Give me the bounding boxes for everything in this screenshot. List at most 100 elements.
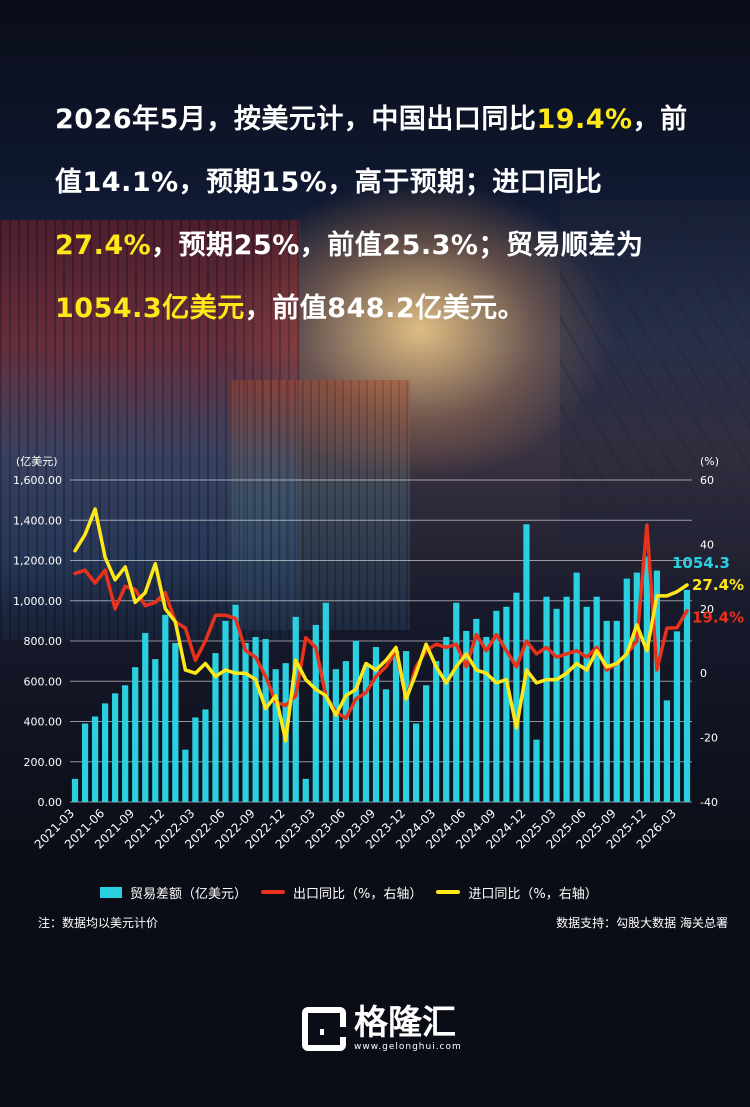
balance-bar bbox=[553, 608, 560, 802]
gelonghui-logo: 格隆汇 www.gelonghui.com bbox=[302, 1005, 462, 1053]
data-source: 数据支持：勾股大数据 海关总署 bbox=[556, 916, 728, 930]
balance-bar bbox=[252, 636, 259, 802]
legend-label-export: 出口同比（%，右轴） bbox=[293, 886, 423, 902]
headline: 2026年5月，按美元计，中国出口同比19.4%，前值14.1%，预期15%，高… bbox=[55, 88, 715, 340]
balance-bar bbox=[272, 669, 279, 802]
left-tick-label: 200.00 bbox=[24, 756, 63, 769]
balance-bar bbox=[433, 661, 440, 802]
shipping-containers-image bbox=[0, 220, 300, 640]
chart-legend: 贸易差额（亿美元） 出口同比（%，右轴） 进口同比（%，右轴） bbox=[100, 882, 612, 902]
balance-bar bbox=[162, 614, 169, 802]
shipping-containers-image-2 bbox=[230, 380, 410, 630]
import-yoy-highlight: 27.4% bbox=[55, 230, 152, 261]
balance-bar bbox=[493, 610, 500, 802]
left-tick-label: 1,000.00 bbox=[13, 595, 62, 608]
balance-bar bbox=[352, 641, 360, 802]
balance-bar bbox=[122, 685, 129, 802]
balance-bar bbox=[573, 572, 580, 802]
port-crane-image bbox=[560, 200, 750, 540]
export-yoy-highlight: 19.4% bbox=[536, 104, 633, 135]
balance-bar bbox=[132, 667, 139, 802]
right-tick-label: 60 bbox=[700, 474, 714, 487]
balance-bar bbox=[342, 661, 349, 802]
left-tick-label: 600.00 bbox=[24, 675, 63, 688]
legend-label-import: 进口同比（%，右轴） bbox=[468, 886, 598, 902]
left-tick-label: 0.00 bbox=[38, 796, 63, 809]
balance-bar bbox=[463, 630, 470, 802]
balance-bar bbox=[312, 624, 319, 802]
balance-bar bbox=[392, 651, 400, 802]
logo-g-icon bbox=[302, 1007, 346, 1051]
legend-item-balance: 贸易差额（亿美元） bbox=[100, 883, 247, 902]
balance-bar bbox=[453, 602, 460, 802]
balance-bar bbox=[523, 524, 530, 802]
right-tick-label: 20 bbox=[700, 603, 714, 616]
balance-bar bbox=[643, 556, 650, 802]
balance-bar bbox=[513, 592, 520, 802]
balance-bar bbox=[202, 709, 209, 802]
balance-bar bbox=[222, 620, 229, 802]
balance-bar bbox=[242, 643, 249, 802]
right-axis-unit: (%) bbox=[700, 455, 719, 468]
balance-bar bbox=[262, 638, 269, 802]
left-tick-label: 1,600.00 bbox=[13, 474, 62, 487]
trade-balance-highlight: 1054.3亿美元 bbox=[55, 293, 245, 324]
balance-bar bbox=[91, 716, 99, 802]
left-tick-label: 800.00 bbox=[24, 635, 63, 648]
legend-label-balance: 贸易差额（亿美元） bbox=[130, 886, 248, 902]
balance-bar bbox=[292, 616, 299, 802]
balance-bar bbox=[603, 620, 610, 802]
legend-swatch-balance bbox=[100, 886, 122, 898]
legend-swatch-export bbox=[261, 890, 286, 894]
balance-bar bbox=[623, 578, 630, 802]
legend-item-import: 进口同比（%，右轴） bbox=[436, 883, 598, 902]
balance-bar bbox=[633, 572, 640, 802]
balance-bar bbox=[503, 606, 510, 802]
right-tick-label: -20 bbox=[700, 732, 718, 745]
balance-bar bbox=[593, 596, 600, 802]
balance-bar bbox=[322, 602, 329, 802]
left-tick-label: 1,400.00 bbox=[13, 514, 62, 527]
headline-text-1: 2026年5月，按美元计，中国出口同比 bbox=[55, 104, 537, 135]
balance-bar bbox=[473, 618, 480, 802]
balance-bar bbox=[362, 665, 370, 802]
balance-bar bbox=[372, 647, 380, 802]
balance-bar bbox=[613, 620, 620, 802]
import-end-label: 27.4% bbox=[692, 576, 744, 594]
balance-bar bbox=[152, 659, 159, 802]
balance-bar bbox=[112, 693, 119, 802]
balance-bar bbox=[413, 723, 420, 802]
right-tick-label: 0 bbox=[700, 667, 707, 680]
legend-item-export: 出口同比（%，右轴） bbox=[261, 883, 422, 902]
import-yoy-line bbox=[73, 507, 689, 743]
left-axis-unit: (亿美元) bbox=[16, 455, 58, 468]
logo-url: www.gelonghui.com bbox=[354, 1042, 462, 1052]
left-tick-label: 400.00 bbox=[24, 716, 63, 729]
headline-text-4: ，前值848.2亿美元。 bbox=[244, 293, 526, 324]
right-tick-label: 40 bbox=[700, 538, 714, 551]
balance-bar bbox=[71, 778, 79, 802]
balance-bar bbox=[182, 749, 189, 802]
balance-bar bbox=[533, 739, 540, 802]
trade-chart: 0.00 200.00 400.00 600.00 800.00 1,000.00 1,20… bbox=[13, 455, 744, 852]
right-tick-label: -40 bbox=[700, 796, 718, 809]
balance-bar bbox=[102, 703, 109, 802]
balance-bar bbox=[483, 636, 490, 802]
balance-bar bbox=[673, 631, 681, 802]
left-tick-label: 1,200.00 bbox=[13, 555, 62, 568]
balance-bar bbox=[332, 669, 339, 802]
balance-bar bbox=[543, 596, 550, 802]
balance-bar bbox=[563, 596, 570, 802]
balance-bar bbox=[653, 570, 660, 802]
balance-bar bbox=[232, 604, 239, 802]
balance-bar bbox=[443, 636, 450, 802]
balance-bar bbox=[302, 778, 309, 802]
balance-bar bbox=[382, 689, 390, 802]
headline-text-3: ，预期25%，前值25.3%；贸易顺差为 bbox=[151, 230, 644, 261]
logo-name: 格隆汇 bbox=[354, 1003, 456, 1043]
footnote: 注：数据均以美元计价 bbox=[38, 916, 159, 930]
balance-end-label: 1054.3 bbox=[672, 554, 730, 572]
balance-bar bbox=[142, 632, 149, 802]
export-end-label: 19.4% bbox=[692, 609, 744, 627]
balance-bar bbox=[423, 685, 430, 802]
